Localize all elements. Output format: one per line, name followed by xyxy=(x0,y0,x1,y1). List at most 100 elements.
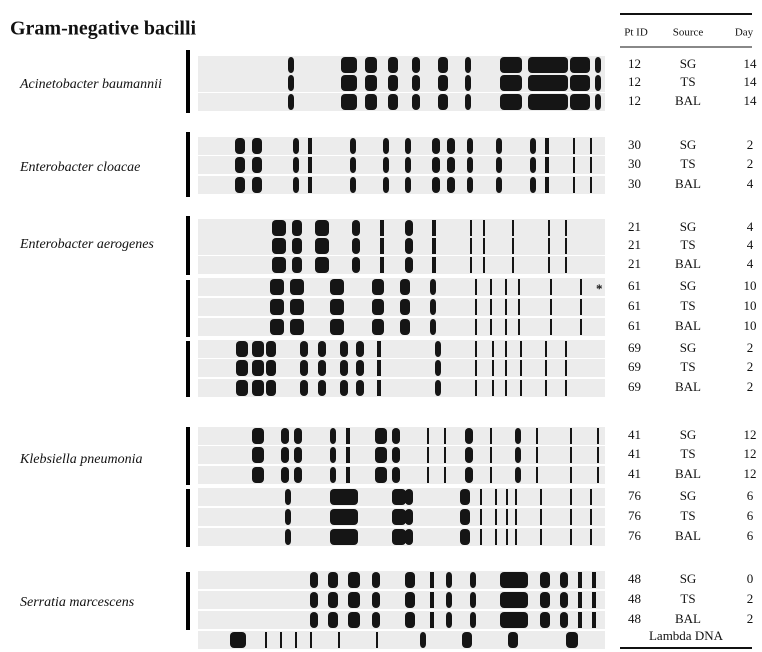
gel-band xyxy=(405,238,413,254)
gel-band xyxy=(475,360,477,376)
gel-band xyxy=(288,94,294,110)
gel-band xyxy=(483,238,485,254)
gel-band xyxy=(512,220,514,236)
gel-band xyxy=(252,177,262,193)
gel-band xyxy=(570,509,572,525)
gel-band xyxy=(570,467,572,483)
gel-band xyxy=(545,341,547,357)
gel-band xyxy=(365,75,377,91)
gel-band xyxy=(490,428,492,444)
table-cell: 10 xyxy=(744,278,757,293)
organism-name: Enterobacter aerogenes xyxy=(19,237,154,252)
organism-name: Acinetobacter baumannii xyxy=(19,77,162,92)
gel-band xyxy=(315,238,329,254)
gel-band xyxy=(372,299,384,315)
gel-band xyxy=(465,94,471,110)
gel-band xyxy=(592,572,596,588)
table-cell: 6 xyxy=(747,508,754,523)
table-cell: 61 xyxy=(628,278,641,293)
gel-band xyxy=(430,319,436,335)
gel-band xyxy=(392,447,400,463)
gel-band xyxy=(432,238,436,254)
gel-band xyxy=(430,612,434,628)
gel-band xyxy=(405,572,415,588)
gel-band xyxy=(465,75,471,91)
gel-band xyxy=(548,238,550,254)
gel-band xyxy=(492,360,494,376)
gel-band xyxy=(540,572,550,588)
gel-band xyxy=(545,157,549,173)
gel-band xyxy=(341,94,357,110)
gel-band xyxy=(405,257,413,273)
gel-band xyxy=(375,428,387,444)
gel-band xyxy=(292,238,302,254)
gel-band xyxy=(281,467,289,483)
gel-band xyxy=(252,467,264,483)
table-cell: TS xyxy=(680,156,695,171)
gel-band xyxy=(580,299,582,315)
table-cell: BAL xyxy=(675,611,701,626)
gel-band xyxy=(500,612,528,628)
gel-band xyxy=(430,299,436,315)
gel-band xyxy=(252,360,264,376)
gel-band xyxy=(495,489,497,505)
table-cell: 69 xyxy=(628,359,641,374)
table-cell: 61 xyxy=(628,318,641,333)
gel-band xyxy=(330,428,336,444)
gel-band xyxy=(515,467,521,483)
table-cell: 4 xyxy=(747,219,754,234)
gel-band xyxy=(230,632,246,648)
gel-band xyxy=(438,57,448,73)
gel-band xyxy=(530,177,536,193)
gel-band xyxy=(266,360,276,376)
gel-band xyxy=(480,489,482,505)
gel-band xyxy=(392,489,406,505)
gel-band xyxy=(330,279,344,295)
table-cell: 21 xyxy=(628,219,641,234)
gel-band xyxy=(405,509,413,525)
gel-band xyxy=(293,138,299,154)
gel-band xyxy=(432,157,440,173)
gel-band xyxy=(446,572,452,588)
gel-band xyxy=(356,360,364,376)
gel-band xyxy=(405,592,415,608)
gel-band xyxy=(318,360,326,376)
gel-band xyxy=(270,279,284,295)
gel-band xyxy=(383,157,389,173)
gel-band xyxy=(540,592,550,608)
table-cell: 2 xyxy=(747,340,754,355)
gel-band xyxy=(467,177,473,193)
gel-band xyxy=(292,257,302,273)
gel-band xyxy=(518,279,520,295)
gel-band xyxy=(550,319,552,335)
gel-band xyxy=(427,467,429,483)
gel-band xyxy=(506,509,508,525)
gel-band xyxy=(492,341,494,357)
gel-band xyxy=(388,75,398,91)
annotation: * xyxy=(596,281,603,296)
gel-band xyxy=(595,57,601,73)
gel-band xyxy=(462,632,472,648)
gel-band xyxy=(412,57,420,73)
gel-band xyxy=(438,94,448,110)
gel-band xyxy=(435,360,441,376)
gel-band xyxy=(536,428,538,444)
gel-band xyxy=(528,57,568,73)
gel-band xyxy=(340,341,348,357)
table-cell: 21 xyxy=(628,237,641,252)
gel-band xyxy=(427,428,429,444)
gel-band xyxy=(435,380,441,396)
table-cell: 12 xyxy=(628,93,641,108)
gel-band xyxy=(252,341,264,357)
gel-band xyxy=(490,299,492,315)
gel-band xyxy=(346,467,350,483)
gel-band xyxy=(365,94,377,110)
gel-band xyxy=(372,612,380,628)
table-cell: 14 xyxy=(744,56,758,71)
gel-band xyxy=(515,489,517,505)
gel-band xyxy=(405,220,413,236)
gel-band xyxy=(405,489,413,505)
gel-band xyxy=(430,572,434,588)
gel-band xyxy=(520,380,522,396)
table-cell: TS xyxy=(680,237,695,252)
